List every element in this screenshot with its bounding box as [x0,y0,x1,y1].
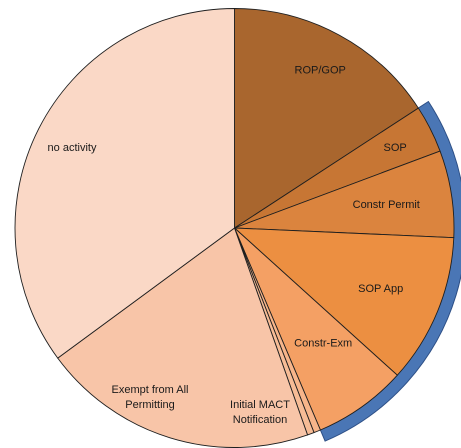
pie-slice-no-activity [14,8,235,359]
slice-label-sop: SOP [384,142,407,154]
pie-slice-exempt-from-all-permitting [57,227,309,448]
slice-label-constr-exm: Constr-Exm [294,338,352,350]
slice-label-constr-permit: Constr Permit [353,199,420,211]
slice-label-exempt-from-all-permitting: Exempt from All Permitting [111,384,188,411]
slice-label-rop-gop: ROP/GOP [295,65,346,77]
slice-layer [14,8,455,448]
label-layer: ROP/GOP SOP Constr Permit SOP App Constr-Exm… [48,65,420,426]
pie-slice-sop-app [233,227,455,376]
slice-label-no-activity: no activity [48,142,97,154]
slice-label-initial-mact-notification: Initial MACT Notification [230,399,290,426]
slice-label-sop-app: SOP App [358,283,403,295]
pie-slice-rop-gop [234,8,419,229]
